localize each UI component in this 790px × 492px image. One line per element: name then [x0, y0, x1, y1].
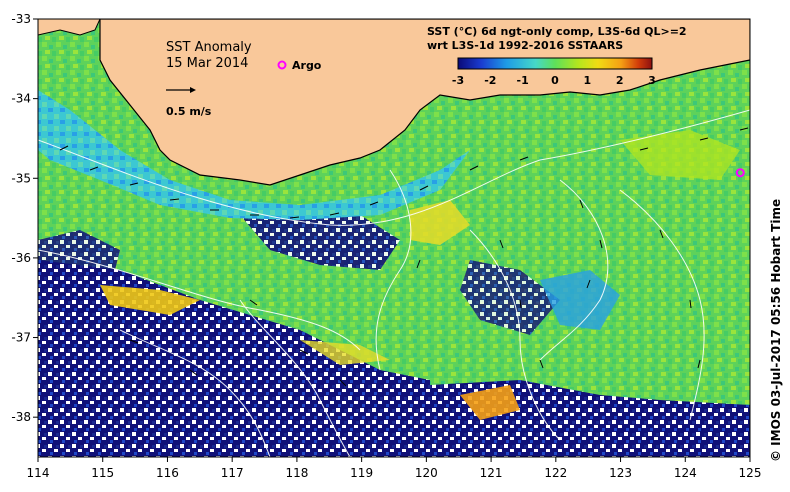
x-tick-label: 121 [480, 466, 503, 480]
colorbar-tick-label: 0 [551, 74, 559, 87]
warm-patch-4 [300, 340, 390, 365]
y-tick-label: -34 [11, 92, 31, 106]
x-tick-label: 125 [739, 466, 762, 480]
cool-shelf-water [38, 90, 470, 220]
map-panel [38, 19, 750, 457]
x-tick-label: 122 [544, 466, 567, 480]
warm-patch-5 [620, 130, 740, 180]
cold-anomaly-central [240, 205, 400, 270]
x-tick-label: 114 [27, 466, 50, 480]
scale-arrow-icon [166, 87, 196, 93]
scale-label: 0.5 m/s [166, 105, 212, 118]
y-tick-label: -33 [11, 12, 31, 26]
land-mass-west [38, 19, 101, 36]
cold-anomaly-left-shelf [38, 230, 120, 300]
x-tick-label: 115 [91, 466, 114, 480]
map-date: 15 Mar 2014 [166, 56, 248, 71]
warm-patch-1 [100, 285, 200, 315]
argo-legend-label: Argo [292, 59, 322, 72]
y-tick-label: -35 [11, 171, 31, 185]
colorbar-tick-label: -1 [517, 74, 529, 87]
colorbar-tick-label: -3 [452, 74, 464, 87]
y-axis: -33 -34 -35 -36 -37 -38 [11, 12, 38, 424]
x-tick-label: 120 [415, 466, 438, 480]
colorbar-tick-label: -2 [484, 74, 496, 87]
product-line-1: SST (°C) 6d ngt-only comp, L3S-6d QL>=2 [427, 25, 687, 38]
argo-floats [735, 168, 745, 178]
colorbar-tick-label: 1 [584, 74, 592, 87]
x-tick-label: 116 [156, 466, 179, 480]
ssh-contours [38, 109, 750, 457]
x-tick-label: 123 [609, 466, 632, 480]
x-tick-label: 117 [221, 466, 244, 480]
cold-anomaly-gulf [460, 260, 560, 335]
map-title: SST Anomaly [166, 40, 252, 55]
y-tick-label: -38 [11, 410, 31, 424]
map-frame [37, 18, 751, 458]
x-axis: 114 115 116 117 118 119 120 121 122 123 124 125 [27, 457, 762, 480]
warm-patch-2 [410, 200, 470, 245]
imos-credit: © IMOS 03-Jul-2017 05:56 Hobart Time [769, 199, 783, 462]
warm-patch-3 [460, 385, 520, 420]
product-line-2: wrt L3S-1d 1992-2016 SSTAARS [427, 39, 623, 52]
y-tick-label: -37 [11, 331, 31, 345]
cool-eddy-center [540, 270, 620, 330]
argo-float-marker [735, 168, 745, 178]
colorbar [457, 57, 653, 70]
x-tick-label: 124 [674, 466, 697, 480]
y-tick-label: -36 [11, 251, 31, 265]
colorbar-ticks: -3 -2 -1 0 1 2 3 [452, 74, 656, 87]
argo-legend-marker [277, 60, 287, 70]
colorbar-tick-label: 3 [648, 74, 656, 87]
x-tick-label: 118 [285, 466, 308, 480]
colorbar-tick-label: 2 [616, 74, 624, 87]
x-tick-label: 119 [350, 466, 373, 480]
current-vectors [59, 127, 749, 387]
